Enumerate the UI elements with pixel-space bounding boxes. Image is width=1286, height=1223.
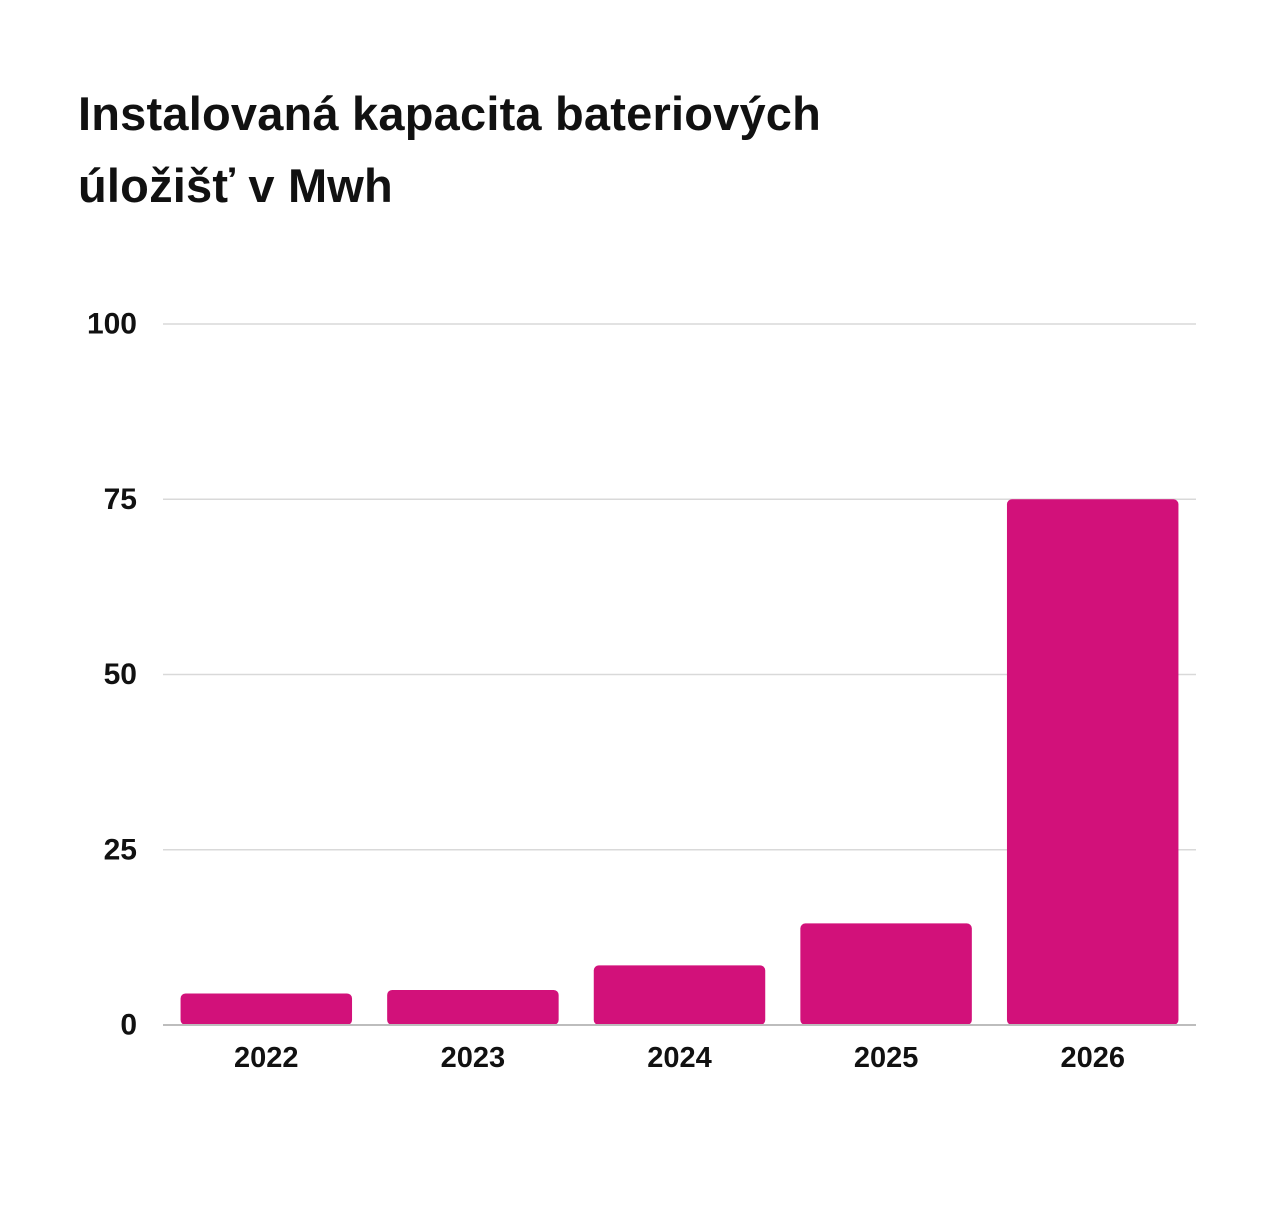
bar-2023 (387, 989, 559, 1025)
chart-title: Instalovaná kapacita bateriových úložišť… (78, 78, 1078, 222)
chart-title-line-1: Instalovaná kapacita bateriových (78, 87, 822, 140)
x-tick-label: 2024 (647, 1042, 712, 1074)
x-tick-label: 2023 (441, 1042, 506, 1074)
y-tick-label: 100 (87, 308, 137, 341)
x-tick-label: 2022 (234, 1042, 299, 1074)
y-tick-label: 0 (120, 1009, 137, 1042)
bar-2026 (1006, 499, 1179, 1025)
chart-title-line-2: úložišť v Mwh (78, 159, 393, 212)
y-axis-ticks: 0 25 50 75 100 (87, 308, 137, 1042)
bar-2022 (180, 993, 353, 1025)
bars (180, 499, 1179, 1025)
bar-2025 (800, 923, 972, 1025)
y-tick-label: 25 (104, 833, 137, 866)
x-tick-label: 2025 (854, 1042, 919, 1074)
y-tick-label: 75 (104, 483, 137, 516)
bar-2024 (593, 965, 766, 1025)
x-axis-labels: 2022 2023 2024 2025 2026 (234, 1042, 1125, 1074)
y-tick-label: 50 (104, 658, 137, 691)
x-tick-label: 2026 (1060, 1042, 1125, 1074)
